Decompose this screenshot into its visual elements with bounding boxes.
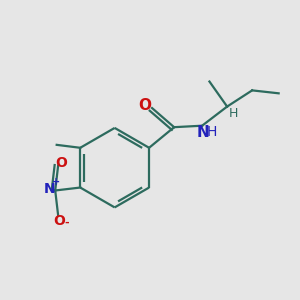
Text: O: O [138,98,151,113]
Text: O: O [55,155,67,170]
Text: N: N [44,182,56,196]
Text: N: N [197,125,210,140]
Text: H: H [229,106,238,119]
Text: -: - [65,217,69,227]
Text: O: O [54,214,66,228]
Text: +: + [52,177,60,187]
Text: H: H [207,124,217,139]
